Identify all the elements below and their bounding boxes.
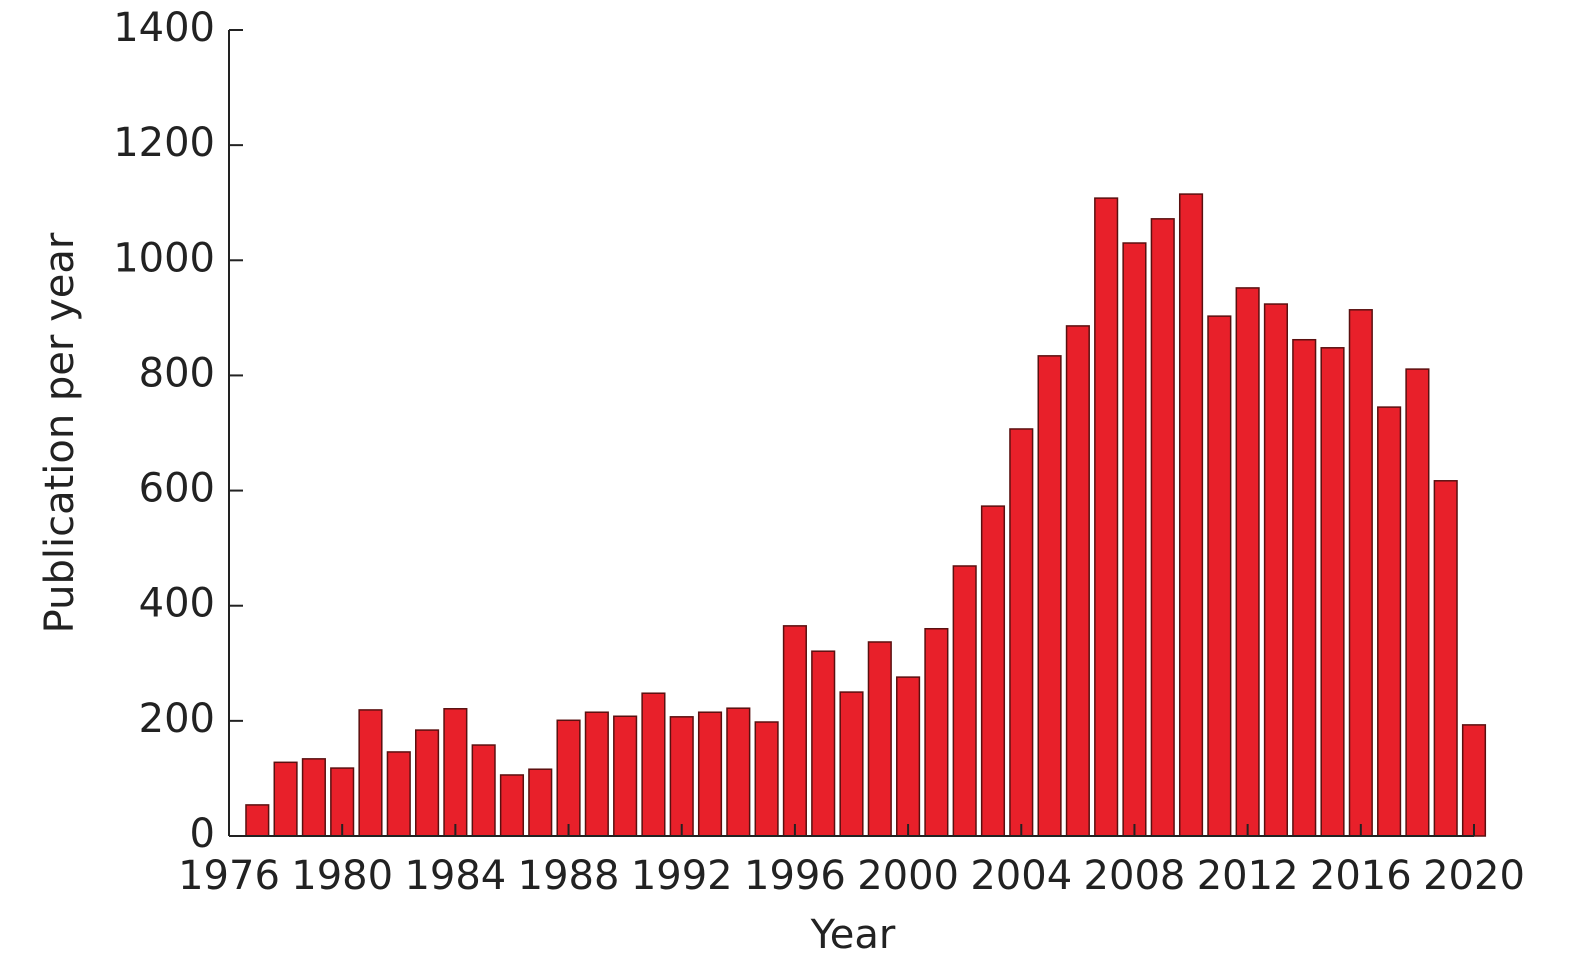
bar xyxy=(1461,724,1487,837)
bar xyxy=(1405,368,1430,837)
bar xyxy=(499,774,525,837)
bar xyxy=(782,625,807,837)
x-tick-label: 2020 xyxy=(1423,853,1525,899)
bar xyxy=(1178,193,1204,837)
y-tick-label: 800 xyxy=(139,350,215,396)
bar xyxy=(867,641,892,837)
bar xyxy=(386,751,411,837)
y-tick-label: 1000 xyxy=(113,235,215,281)
bar xyxy=(924,627,949,837)
bar xyxy=(754,721,779,837)
bar xyxy=(1094,197,1119,837)
x-tick-label: 2012 xyxy=(1197,853,1299,899)
x-tick-label: 2008 xyxy=(1084,853,1186,899)
bar xyxy=(415,729,440,837)
bar xyxy=(584,711,609,837)
bar xyxy=(1433,480,1458,837)
y-tick-label: 1200 xyxy=(113,120,215,166)
x-tick-label: 1984 xyxy=(404,853,506,899)
y-tick-label: 1400 xyxy=(113,5,215,51)
x-tick-label: 1980 xyxy=(291,853,393,899)
bar xyxy=(1235,287,1260,837)
bar xyxy=(471,744,496,837)
x-tick-label: 1976 xyxy=(178,853,280,899)
y-axis-label: Publication per year xyxy=(37,232,83,633)
bar xyxy=(1263,303,1289,837)
bar xyxy=(669,716,694,837)
bar xyxy=(443,708,468,837)
bar xyxy=(896,676,921,837)
bar xyxy=(1150,218,1175,837)
bar xyxy=(528,768,553,837)
bar xyxy=(1377,406,1402,837)
bar xyxy=(1348,309,1373,837)
bar xyxy=(613,715,638,837)
x-tick-label: 1996 xyxy=(744,853,846,899)
y-tick-label: 400 xyxy=(139,581,215,627)
bar xyxy=(358,709,383,837)
bar xyxy=(839,691,864,837)
bar xyxy=(641,692,666,837)
x-tick-label: 1988 xyxy=(518,853,620,899)
bar xyxy=(1037,355,1062,837)
x-tick-label: 2004 xyxy=(970,853,1072,899)
x-axis-label: Year xyxy=(810,912,896,958)
bar xyxy=(697,711,723,837)
bar xyxy=(1065,325,1090,837)
x-tick-label: 1992 xyxy=(631,853,733,899)
bar xyxy=(1207,315,1232,837)
bar xyxy=(556,719,581,837)
bar xyxy=(245,804,270,837)
bar xyxy=(952,565,977,837)
bar xyxy=(980,505,1006,837)
bar xyxy=(1009,428,1034,837)
bar xyxy=(1320,347,1345,837)
bar xyxy=(811,650,836,837)
x-tick-label: 2016 xyxy=(1310,853,1412,899)
y-tick-label: 600 xyxy=(139,466,215,512)
x-tick-label: 2000 xyxy=(857,853,959,899)
bar xyxy=(1292,338,1317,837)
bar xyxy=(301,758,326,837)
bar xyxy=(273,761,298,837)
y-tick-label: 0 xyxy=(190,811,215,857)
y-tick-label: 200 xyxy=(139,696,215,742)
bar xyxy=(1122,242,1147,837)
bar xyxy=(726,707,751,837)
